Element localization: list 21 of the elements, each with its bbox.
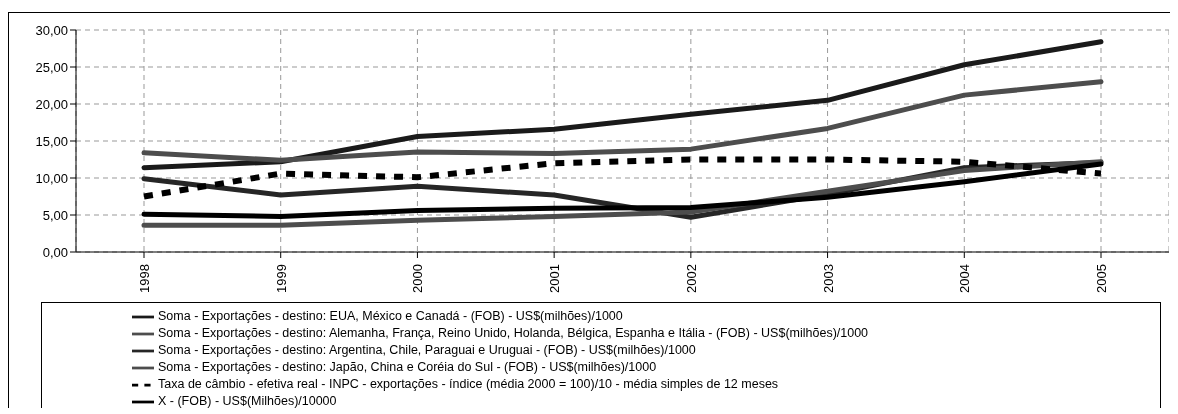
x-tick-label: 2000 [410, 264, 426, 293]
x-tick-label: 2002 [683, 264, 699, 293]
x-tick-label: 1998 [137, 264, 152, 293]
legend-label: Soma - Exportações - destino: EUA, México e Canadá - (FOB) - US$(milhões)/1000 [158, 309, 623, 324]
legend-label: X - (FOB) - US$(Milhões)/10000 [158, 394, 337, 409]
y-tick-label: 10,00 [35, 170, 68, 186]
y-tick-label: 30,00 [35, 22, 68, 38]
y-tick-label: 15,00 [35, 133, 68, 149]
legend-label: Soma - Exportações - destino: Japão, China e Coréia do Sul - (FOB) - US$(milhões)/1000 [158, 360, 657, 375]
legend-label: Soma - Exportações - destino: Alemanha, França, Reino Unido, Holanda, Bélgica, Espanha e Itália - (FOB) - US$(milhões)/1000 [158, 326, 869, 341]
x-tick-label: 2003 [820, 264, 836, 293]
x-tick-label: 2004 [957, 264, 973, 293]
legend-label: Soma - Exportações - destino: Argentina, Chile, Paraguai e Uruguai - (FOB) - US$(milhões)/1000 [158, 343, 696, 358]
x-tick-label: 2005 [1094, 264, 1109, 293]
x-tick-label: 1999 [273, 264, 289, 293]
y-tick-label: 20,00 [35, 96, 68, 112]
x-tick-label: 2001 [547, 264, 563, 293]
y-tick-label: 25,00 [35, 59, 68, 75]
y-tick-label: 5,00 [42, 207, 68, 223]
legend-label: Taxa de câmbio - efetiva real - INPC - exportações - índice (média 2000 = 100)/10 - média simples de 12 meses [158, 377, 779, 392]
y-tick-label: 0,00 [42, 244, 68, 260]
